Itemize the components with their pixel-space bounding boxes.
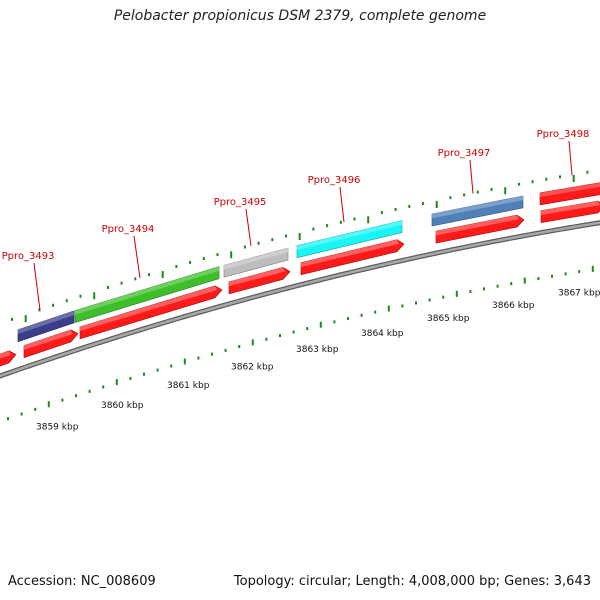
inner-tick-track [7, 265, 594, 421]
cds-arrow-shine [229, 267, 285, 287]
scale-label: 3860 kbp [101, 401, 144, 411]
feature-ppro-3493-shine [18, 310, 74, 334]
gene-label-ppro-3497[interactable]: Ppro_3497 [438, 148, 491, 159]
cds-arrow [23, 329, 79, 359]
cds-arrow-shine [436, 215, 519, 236]
cds-track [0, 200, 600, 367]
gene-leader-line [245, 208, 252, 246]
gene-leader-line [133, 235, 141, 278]
accession-text: Accession: NC_008609 [8, 574, 156, 589]
outer-tick-track [11, 170, 589, 323]
scale-label: 3863 kbp [296, 345, 339, 355]
feature-ppro-3494-shine [75, 266, 219, 315]
scale-label-layer: 3859 kbp 3860 kbp 3861 kbp 3862 kbp 3863 kbp… [36, 289, 600, 433]
feature-ppro-3496-shine [297, 220, 402, 250]
genome-backbone-highlight [0, 221, 600, 378]
feature-ppro-3497-shine [432, 195, 523, 219]
cds-arrow-shine [301, 239, 399, 267]
scale-label: 3865 kbp [427, 314, 470, 324]
feature-ppro-3498-shine [540, 182, 600, 198]
gene-label-ppro-3498[interactable]: Ppro_3498 [537, 129, 590, 140]
gene-label-ppro-3494[interactable]: Ppro_3494 [102, 224, 155, 235]
scale-label: 3861 kbp [167, 381, 210, 391]
scale-label: 3867 kbp [558, 289, 600, 299]
gene-leader-line [339, 186, 345, 223]
gene-label-ppro-3493[interactable]: Ppro_3493 [2, 251, 55, 262]
gene-leader-line [568, 140, 573, 176]
backbone-layer [0, 220, 600, 379]
gene-leader-line [33, 262, 41, 311]
cds-arrow-shine [0, 350, 11, 359]
feature-track [17, 182, 600, 343]
cds-arrow-shine [24, 329, 73, 350]
scale-label: 3862 kbp [231, 362, 274, 372]
gene-label-ppro-3495[interactable]: Ppro_3495 [214, 197, 267, 208]
feature-ppro-3495-shine [224, 248, 288, 270]
scale-label: 3866 kbp [492, 301, 535, 311]
gene-label-layer: Ppro_3493 Ppro_3494 Ppro_3495 Ppro_3496 Ppro… [2, 129, 590, 311]
scale-label: 3864 kbp [361, 329, 404, 339]
cds-arrow-shine [541, 201, 600, 215]
gene-label-ppro-3496[interactable]: Ppro_3496 [308, 175, 361, 186]
scale-label: 3859 kbp [36, 423, 79, 433]
cds-arrow-shine [80, 285, 217, 332]
map-title: Pelobacter propionicus DSM 2379, complet… [113, 8, 487, 24]
genome-summary-text: Topology: circular; Length: 4,008,000 bp… [233, 574, 591, 589]
gene-leader-line [469, 159, 474, 194]
